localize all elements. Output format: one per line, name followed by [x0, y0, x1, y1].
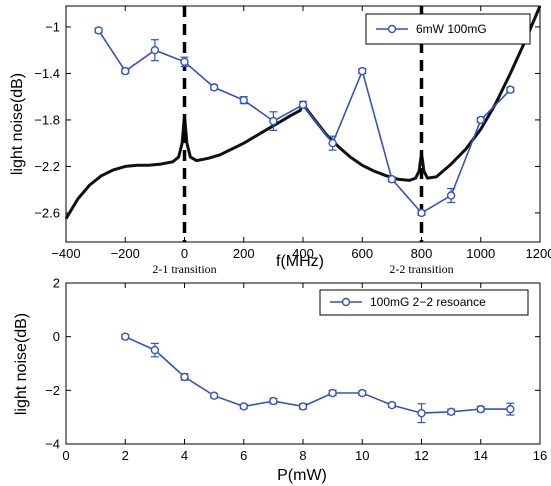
top-data-point — [387, 175, 397, 184]
bottom-data-point — [209, 391, 219, 400]
bottom-x-tick-label: 10 — [355, 448, 369, 463]
bottom-data-point — [387, 400, 397, 410]
top-data-point — [298, 100, 308, 110]
bottom-x-tick-label: 4 — [181, 448, 188, 463]
bottom-ticks: 0 2 4 6 8 10 12 14 16 −4 −2 0 2 — [45, 276, 547, 464]
bottom-x-tick-label: 8 — [299, 448, 306, 463]
bottom-x-axis-label: P(mW) — [277, 467, 327, 484]
top-annotations: 2-1 transition 2-2 transition — [152, 262, 453, 276]
bottom-y-axis-label: light noise(dB) — [13, 313, 30, 415]
top-y-tick-label: −1 — [45, 19, 60, 34]
bottom-data-point — [121, 332, 130, 341]
bottom-y-tick-label: −2 — [45, 383, 60, 398]
top-plot-frame — [65, 5, 541, 243]
bottom-data-point — [328, 388, 337, 398]
top-data-point — [269, 116, 278, 126]
bottom-data-point — [358, 388, 367, 398]
top-x-tick-label: 200 — [233, 246, 255, 261]
bottom-chart: 0 2 4 6 8 10 12 14 16 −4 −2 0 2 P(mW) light noise(dB… — [13, 276, 547, 485]
top-x-tick-label: 600 — [351, 246, 373, 261]
top-y-tick-label: −2.2 — [34, 159, 60, 174]
bottom-series-100mg — [121, 332, 515, 424]
top-series-6mw — [94, 26, 515, 218]
bottom-data-point — [180, 372, 189, 382]
top-y-tick-label: −1.4 — [34, 66, 60, 81]
bottom-x-tick-label: 6 — [240, 448, 247, 463]
top-data-point — [417, 208, 426, 218]
top-x-tick-label: −200 — [111, 246, 140, 261]
top-x-tick-label: 1200 — [526, 246, 551, 261]
top-legend-label: 6mW 100mG — [416, 22, 487, 36]
top-transition-lines — [182, 6, 424, 242]
top-data-point — [180, 57, 189, 67]
bottom-data-point — [446, 407, 456, 416]
top-data-point — [328, 138, 337, 148]
top-data-point — [446, 191, 456, 200]
bottom-y-tick-label: −4 — [45, 437, 60, 452]
bottom-data-point — [269, 396, 278, 406]
top-spectrum-curve — [64, 5, 542, 220]
top-data-point — [476, 115, 485, 125]
top-legend: 6mW 100mG — [365, 13, 531, 45]
bottom-data-point — [506, 404, 515, 414]
bottom-x-tick-label: 16 — [533, 448, 547, 463]
top-x-tick-label: 0 — [181, 246, 188, 261]
bottom-data-point — [150, 345, 160, 355]
top-y-tick-label: −2.6 — [34, 205, 60, 220]
top-chart: −400 −200 0 200 400 600 800 1000 1200 −2.6 −2.2 −1.… — [9, 5, 551, 276]
top-x-tick-label: −400 — [51, 246, 80, 261]
bottom-legend-label: 100mG 2−2 resoance — [370, 295, 486, 309]
top-data-point — [121, 66, 130, 76]
bottom-legend: 100mG 2−2 resoance — [319, 289, 529, 316]
bottom-legend-marker — [341, 297, 351, 307]
top-data-point — [506, 85, 515, 94]
top-data-point — [209, 83, 219, 92]
bottom-y-tick-label: 0 — [53, 329, 60, 344]
top-legend-marker — [387, 24, 397, 34]
top-transition-annotation: 2-2 transition — [389, 262, 453, 276]
bottom-data-point — [476, 404, 485, 414]
top-x-tick-label: 800 — [411, 246, 433, 261]
top-y-tick-label: −1.8 — [34, 112, 60, 127]
bottom-y-tick-label: 2 — [53, 276, 60, 291]
top-data-point — [239, 95, 248, 105]
top-x-tick-label: 400 — [292, 246, 314, 261]
bottom-data-point — [298, 402, 308, 411]
bottom-data-point — [239, 402, 248, 411]
top-data-point — [94, 26, 103, 35]
top-data-point — [150, 45, 160, 55]
bottom-x-tick-label: 0 — [62, 448, 69, 463]
top-ticks: −400 −200 0 200 400 600 800 1000 1200 −2.6 −2.2 −1.… — [34, 6, 551, 261]
bottom-data-point — [417, 408, 426, 418]
top-data-point — [358, 66, 367, 76]
top-x-axis-label: f(MHz) — [276, 253, 324, 270]
top-x-tick-label: 1000 — [466, 246, 495, 261]
bottom-x-tick-label: 12 — [414, 448, 428, 463]
bottom-x-tick-label: 2 — [122, 448, 129, 463]
bottom-series-line — [124, 335, 511, 414]
top-transition-annotation: 2-1 transition — [152, 262, 216, 276]
bottom-x-tick-label: 14 — [474, 448, 488, 463]
top-y-axis-label: light noise(dB) — [9, 73, 26, 175]
